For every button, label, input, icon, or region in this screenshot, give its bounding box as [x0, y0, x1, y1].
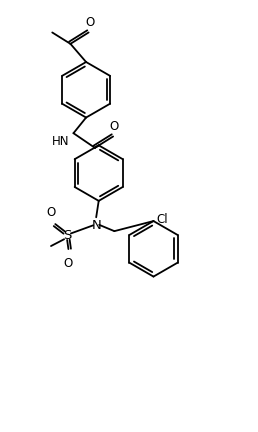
Text: HN: HN	[51, 135, 69, 148]
Text: O: O	[110, 120, 119, 133]
Text: N: N	[91, 219, 101, 232]
Text: O: O	[47, 206, 56, 219]
Text: Cl: Cl	[157, 213, 168, 226]
Text: S: S	[63, 229, 71, 242]
Text: O: O	[64, 257, 73, 270]
Text: O: O	[85, 16, 94, 29]
